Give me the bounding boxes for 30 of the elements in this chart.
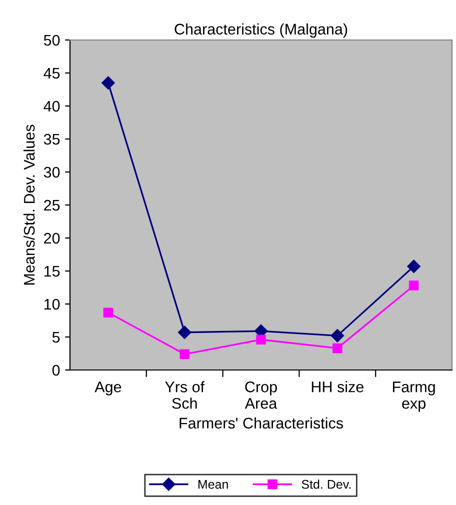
y-tick-label: 15 (44, 266, 60, 277)
chart-title: Characteristics (Malgana) (174, 23, 348, 38)
y-tick-label: 40 (44, 100, 60, 112)
y-tick-label: 25 (44, 200, 60, 211)
y-tick-label: 20 (44, 232, 60, 244)
legend-label: Std. Dev. (302, 480, 351, 489)
y-tick-label: 30 (44, 166, 60, 178)
y-axis-title: Means/Std. Dev. Values (23, 124, 35, 285)
legend-label: Mean (198, 480, 228, 489)
point (408, 280, 419, 290)
point (256, 334, 266, 344)
x-tick-label: HH size (312, 381, 364, 392)
x-tick-label: Age (94, 382, 122, 396)
y-tick-label: 45 (44, 68, 60, 79)
point (407, 260, 420, 273)
y-tick-label: 35 (44, 134, 60, 145)
y-tick-label: 50 (44, 34, 60, 46)
x-tick-label: Farmg exp (392, 382, 435, 412)
point (330, 329, 344, 342)
x-tick-label: Yrs of Sch (164, 381, 205, 409)
point (103, 308, 114, 318)
y-tick-label: 10 (44, 298, 60, 310)
x-tick-label: Crop Area (244, 382, 278, 409)
y-tick-label: 0 (52, 364, 60, 376)
point (332, 343, 342, 354)
x-axis-title: Farmers' Characteristics (180, 417, 343, 429)
point (178, 326, 192, 339)
point (102, 76, 115, 90)
point (180, 349, 190, 360)
y-tick-label: 5 (52, 332, 60, 343)
